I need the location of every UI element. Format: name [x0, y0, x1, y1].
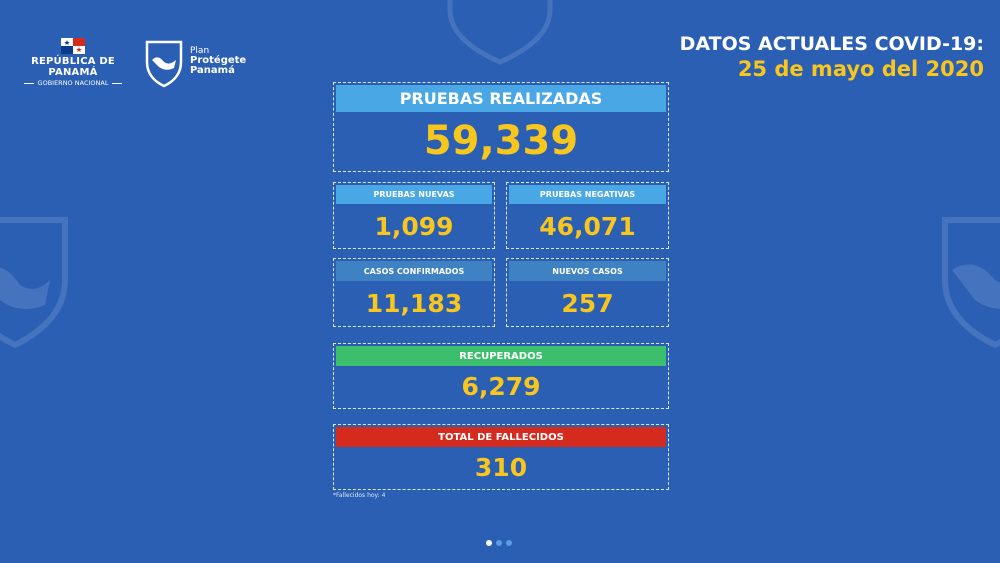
panama-flag-icon — [61, 38, 85, 54]
pruebas-nuevas-panel — [333, 182, 495, 249]
shield-map-icon — [145, 40, 183, 88]
casos-confirmados-value: 11,183 — [365, 288, 463, 318]
republica-de-panama-logo: REPÚBLICA DE PANAMÁ GOBIERNO NACIONAL — [14, 38, 132, 87]
pagination-dots — [486, 540, 512, 546]
pruebas-negativas-value: 46,071 — [539, 211, 636, 241]
header-title: DATOS ACTUALES COVID-19: — [679, 33, 984, 55]
recuperados-label: RECUPERADOS — [336, 346, 666, 366]
plan-label: Plan — [190, 46, 210, 56]
pruebas-realizadas-panel — [333, 82, 669, 172]
pruebas-nuevas-value: 1,099 — [374, 211, 454, 241]
pruebas-nuevas-label: PRUEBAS NUEVAS — [336, 185, 492, 204]
pagination-dot-2[interactable] — [496, 540, 502, 546]
background-shield-icon — [942, 217, 1000, 349]
casos-confirmados-label: CASOS CONFIRMADOS — [336, 261, 492, 281]
nuevos-casos-value: 257 — [561, 288, 614, 318]
fallecidos-hoy-footnote: *Fallecidos hoy: 4 — [333, 492, 386, 499]
total-fallecidos-value: 310 — [474, 453, 528, 482]
gobierno-subtitle: GOBIERNO NACIONAL — [14, 79, 132, 87]
header-date: 25 de mayo del 2020 — [737, 57, 984, 81]
pruebas-realizadas-label: PRUEBAS REALIZADAS — [336, 85, 666, 112]
pruebas-negativas-label: PRUEBAS NEGATIVAS — [509, 185, 666, 204]
pruebas-negativas-panel — [506, 182, 669, 249]
nuevos-casos-label: NUEVOS CASOS — [509, 261, 666, 281]
recuperados-panel — [333, 343, 669, 409]
panama-label: Panamá — [190, 65, 235, 76]
background-shield-icon — [0, 217, 68, 349]
plan-protegete-logo: Plan Protégete Panamá — [144, 38, 264, 90]
background-shield-icon — [447, 0, 553, 65]
page-header: DATOS ACTUALES COVID-19: 25 de mayo del … — [680, 33, 984, 81]
pagination-dot-1[interactable] — [486, 540, 492, 546]
casos-confirmados-panel — [333, 258, 495, 327]
pruebas-realizadas-value: 59,339 — [423, 118, 579, 164]
pagination-dot-3[interactable] — [506, 540, 512, 546]
recuperados-value: 6,279 — [461, 372, 541, 401]
protegete-label: Protégete — [190, 55, 247, 66]
total-fallecidos-panel — [333, 424, 669, 490]
republica-title: REPÚBLICA DE PANAMÁ — [31, 56, 115, 78]
total-fallecidos-label: TOTAL DE FALLECIDOS — [336, 427, 666, 447]
nuevos-casos-panel — [506, 258, 669, 327]
